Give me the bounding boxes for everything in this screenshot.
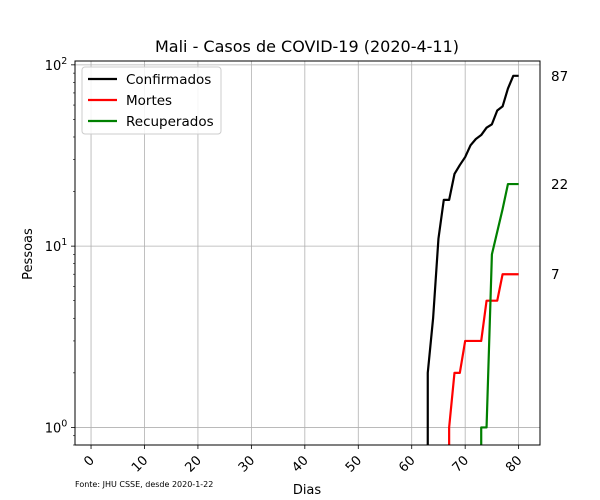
y-axis-label: Pessoas [21,228,36,280]
legend: Confirmados Mortes Recuperados [81,66,222,135]
y-tick-label: 101 [45,237,68,255]
legend-entry: Recuperados [126,114,214,130]
end-value-label: 7 [551,267,560,283]
plot-frame [74,60,541,446]
legend-entry: Confirmados [126,72,211,88]
end-labels: 87 22 7 [551,69,568,283]
source-note: Fonte: JHU CSSE, desde 2020-1-22 [75,480,213,489]
y-tick-label: 100 [45,418,68,436]
chart-title: Mali - Casos de COVID-19 (2020-4-11) [155,37,459,56]
series-group [426,74,519,445]
series-line-mortes [448,273,519,445]
y-axis: 100 101 102 [45,56,75,446]
end-value-label: 22 [551,177,568,193]
series-line-recuperados [480,182,519,445]
legend-entry: Mortes [126,93,172,109]
y-tick-label: 102 [45,56,68,74]
end-value-label: 87 [551,69,568,85]
x-axis-label: Dias [293,483,322,498]
series-line-confirmados [426,74,519,445]
legend-box [81,66,222,135]
